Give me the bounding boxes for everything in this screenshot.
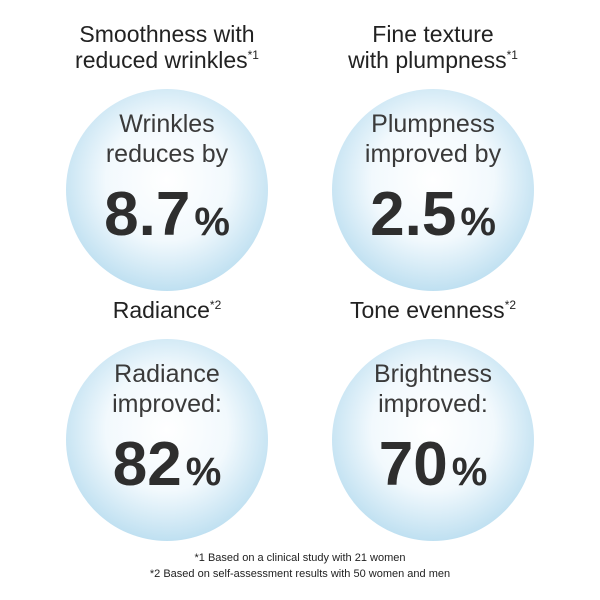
heading: Tone evenness*2 bbox=[350, 297, 516, 323]
stat-unit: % bbox=[452, 450, 488, 494]
stat-value: 70 bbox=[379, 430, 448, 499]
heading: Fine texture bbox=[372, 21, 493, 47]
stat: 8.7% bbox=[104, 180, 230, 249]
footnote-marker: *2 bbox=[210, 298, 222, 312]
circle-badge bbox=[332, 339, 534, 541]
circle-label: improved: bbox=[378, 390, 488, 418]
circle-label: Plumpness bbox=[371, 110, 495, 138]
heading: with plumpness*1 bbox=[347, 47, 518, 73]
heading: reduced wrinkles*1 bbox=[75, 47, 259, 73]
stat-value: 82 bbox=[113, 430, 182, 499]
heading-line: Tone evenness bbox=[350, 297, 505, 323]
footnote-marker: *2 bbox=[505, 298, 517, 312]
stat-unit: % bbox=[186, 450, 222, 494]
circle-label: Brightness bbox=[374, 360, 492, 388]
heading-line: reduced wrinkles bbox=[75, 47, 248, 73]
circle-badge bbox=[66, 339, 268, 541]
circle-badge bbox=[332, 89, 534, 291]
footnote-marker: *1 bbox=[507, 48, 519, 62]
stat-value: 2.5 bbox=[370, 180, 456, 249]
heading: Smoothness with bbox=[79, 21, 254, 47]
footnote-marker: *1 bbox=[248, 48, 260, 62]
footnote: *1 Based on a clinical study with 21 wom… bbox=[195, 552, 406, 564]
heading: Radiance*2 bbox=[113, 297, 222, 323]
circle-label: improved: bbox=[112, 390, 222, 418]
heading-line: Smoothness with bbox=[79, 21, 254, 47]
stat-unit: % bbox=[460, 200, 496, 244]
stat: 70% bbox=[379, 430, 488, 499]
stat-value: 8.7 bbox=[104, 180, 190, 249]
stat: 2.5% bbox=[370, 180, 496, 249]
circle-label: reduces by bbox=[106, 140, 229, 168]
footnote: *2 Based on self-assessment results with… bbox=[150, 568, 450, 580]
heading-line: Fine texture bbox=[372, 21, 493, 47]
heading-line: Radiance bbox=[113, 297, 210, 323]
circle-label: improved by bbox=[365, 140, 502, 168]
circle-label: Radiance bbox=[114, 360, 220, 388]
circle-badge bbox=[66, 89, 268, 291]
stat: 82% bbox=[113, 430, 222, 499]
stat-unit: % bbox=[194, 200, 230, 244]
circle-label: Wrinkles bbox=[119, 110, 214, 138]
heading-line: with plumpness bbox=[347, 47, 507, 73]
